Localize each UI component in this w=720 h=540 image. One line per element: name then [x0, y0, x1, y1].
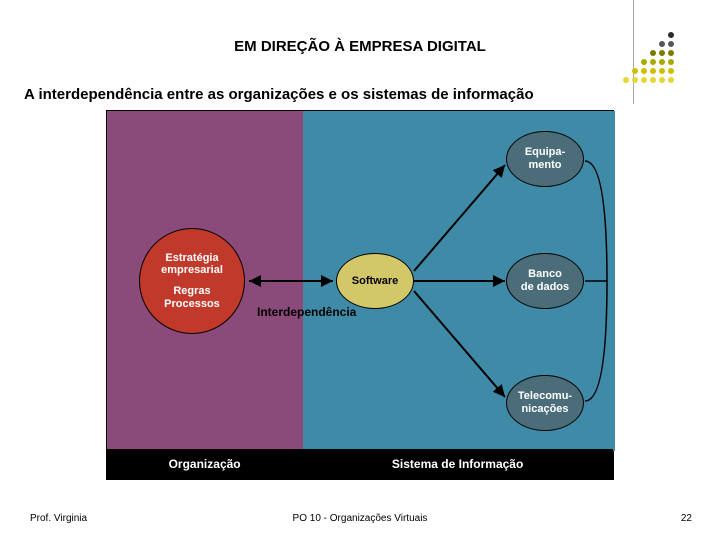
decor-dot: [659, 68, 665, 74]
node-estrategia-line1: Estratégia: [161, 252, 223, 265]
decor-dot: [659, 77, 665, 83]
interdependence-label: Interdependência: [257, 305, 356, 319]
decor-dot: [650, 68, 656, 74]
footer-course: PO 10 - Organizações Virtuais: [0, 513, 720, 524]
node-estrategia-line3: Regras: [161, 285, 223, 298]
node-estrategia: Estratégia empresarial Regras Processos: [139, 228, 245, 334]
decor-dot: [668, 68, 674, 74]
node-telecom: Telecomu- nicações: [506, 375, 584, 431]
bottom-label-system: Sistema de Informação: [302, 449, 613, 479]
node-software: Software: [336, 253, 414, 309]
decor-dot: [668, 77, 674, 83]
decor-dot: [632, 77, 638, 83]
footer-page-number: 22: [681, 513, 692, 524]
decor-dot: [659, 59, 665, 65]
decor-dot: [641, 68, 647, 74]
node-estrategia-line2: empresarial: [161, 264, 223, 277]
page-title: EM DIREÇÃO À EMPRESA DIGITAL: [0, 38, 720, 55]
interdependence-diagram: Estratégia empresarial Regras Processos …: [106, 110, 614, 480]
decor-dot: [650, 77, 656, 83]
decor-dot: [623, 77, 629, 83]
decor-dot: [632, 68, 638, 74]
node-banco-label: Banco de dados: [521, 268, 569, 293]
node-equipamento-label: Equipa- mento: [525, 146, 565, 171]
page-subtitle: A interdependência entre as organizações…: [24, 86, 534, 103]
node-telecom-label: Telecomu- nicações: [518, 390, 572, 415]
diagram-bottom-band: Organização Sistema de Informação: [107, 449, 613, 479]
node-equipamento: Equipa- mento: [506, 131, 584, 187]
node-banco: Banco de dados: [506, 253, 584, 309]
node-estrategia-line4: Processos: [161, 298, 223, 311]
decor-dot: [650, 59, 656, 65]
node-software-label: Software: [352, 275, 398, 288]
decor-dot: [641, 77, 647, 83]
decor-dot: [668, 59, 674, 65]
bottom-label-organization: Organização: [107, 449, 302, 479]
decor-dot: [641, 59, 647, 65]
